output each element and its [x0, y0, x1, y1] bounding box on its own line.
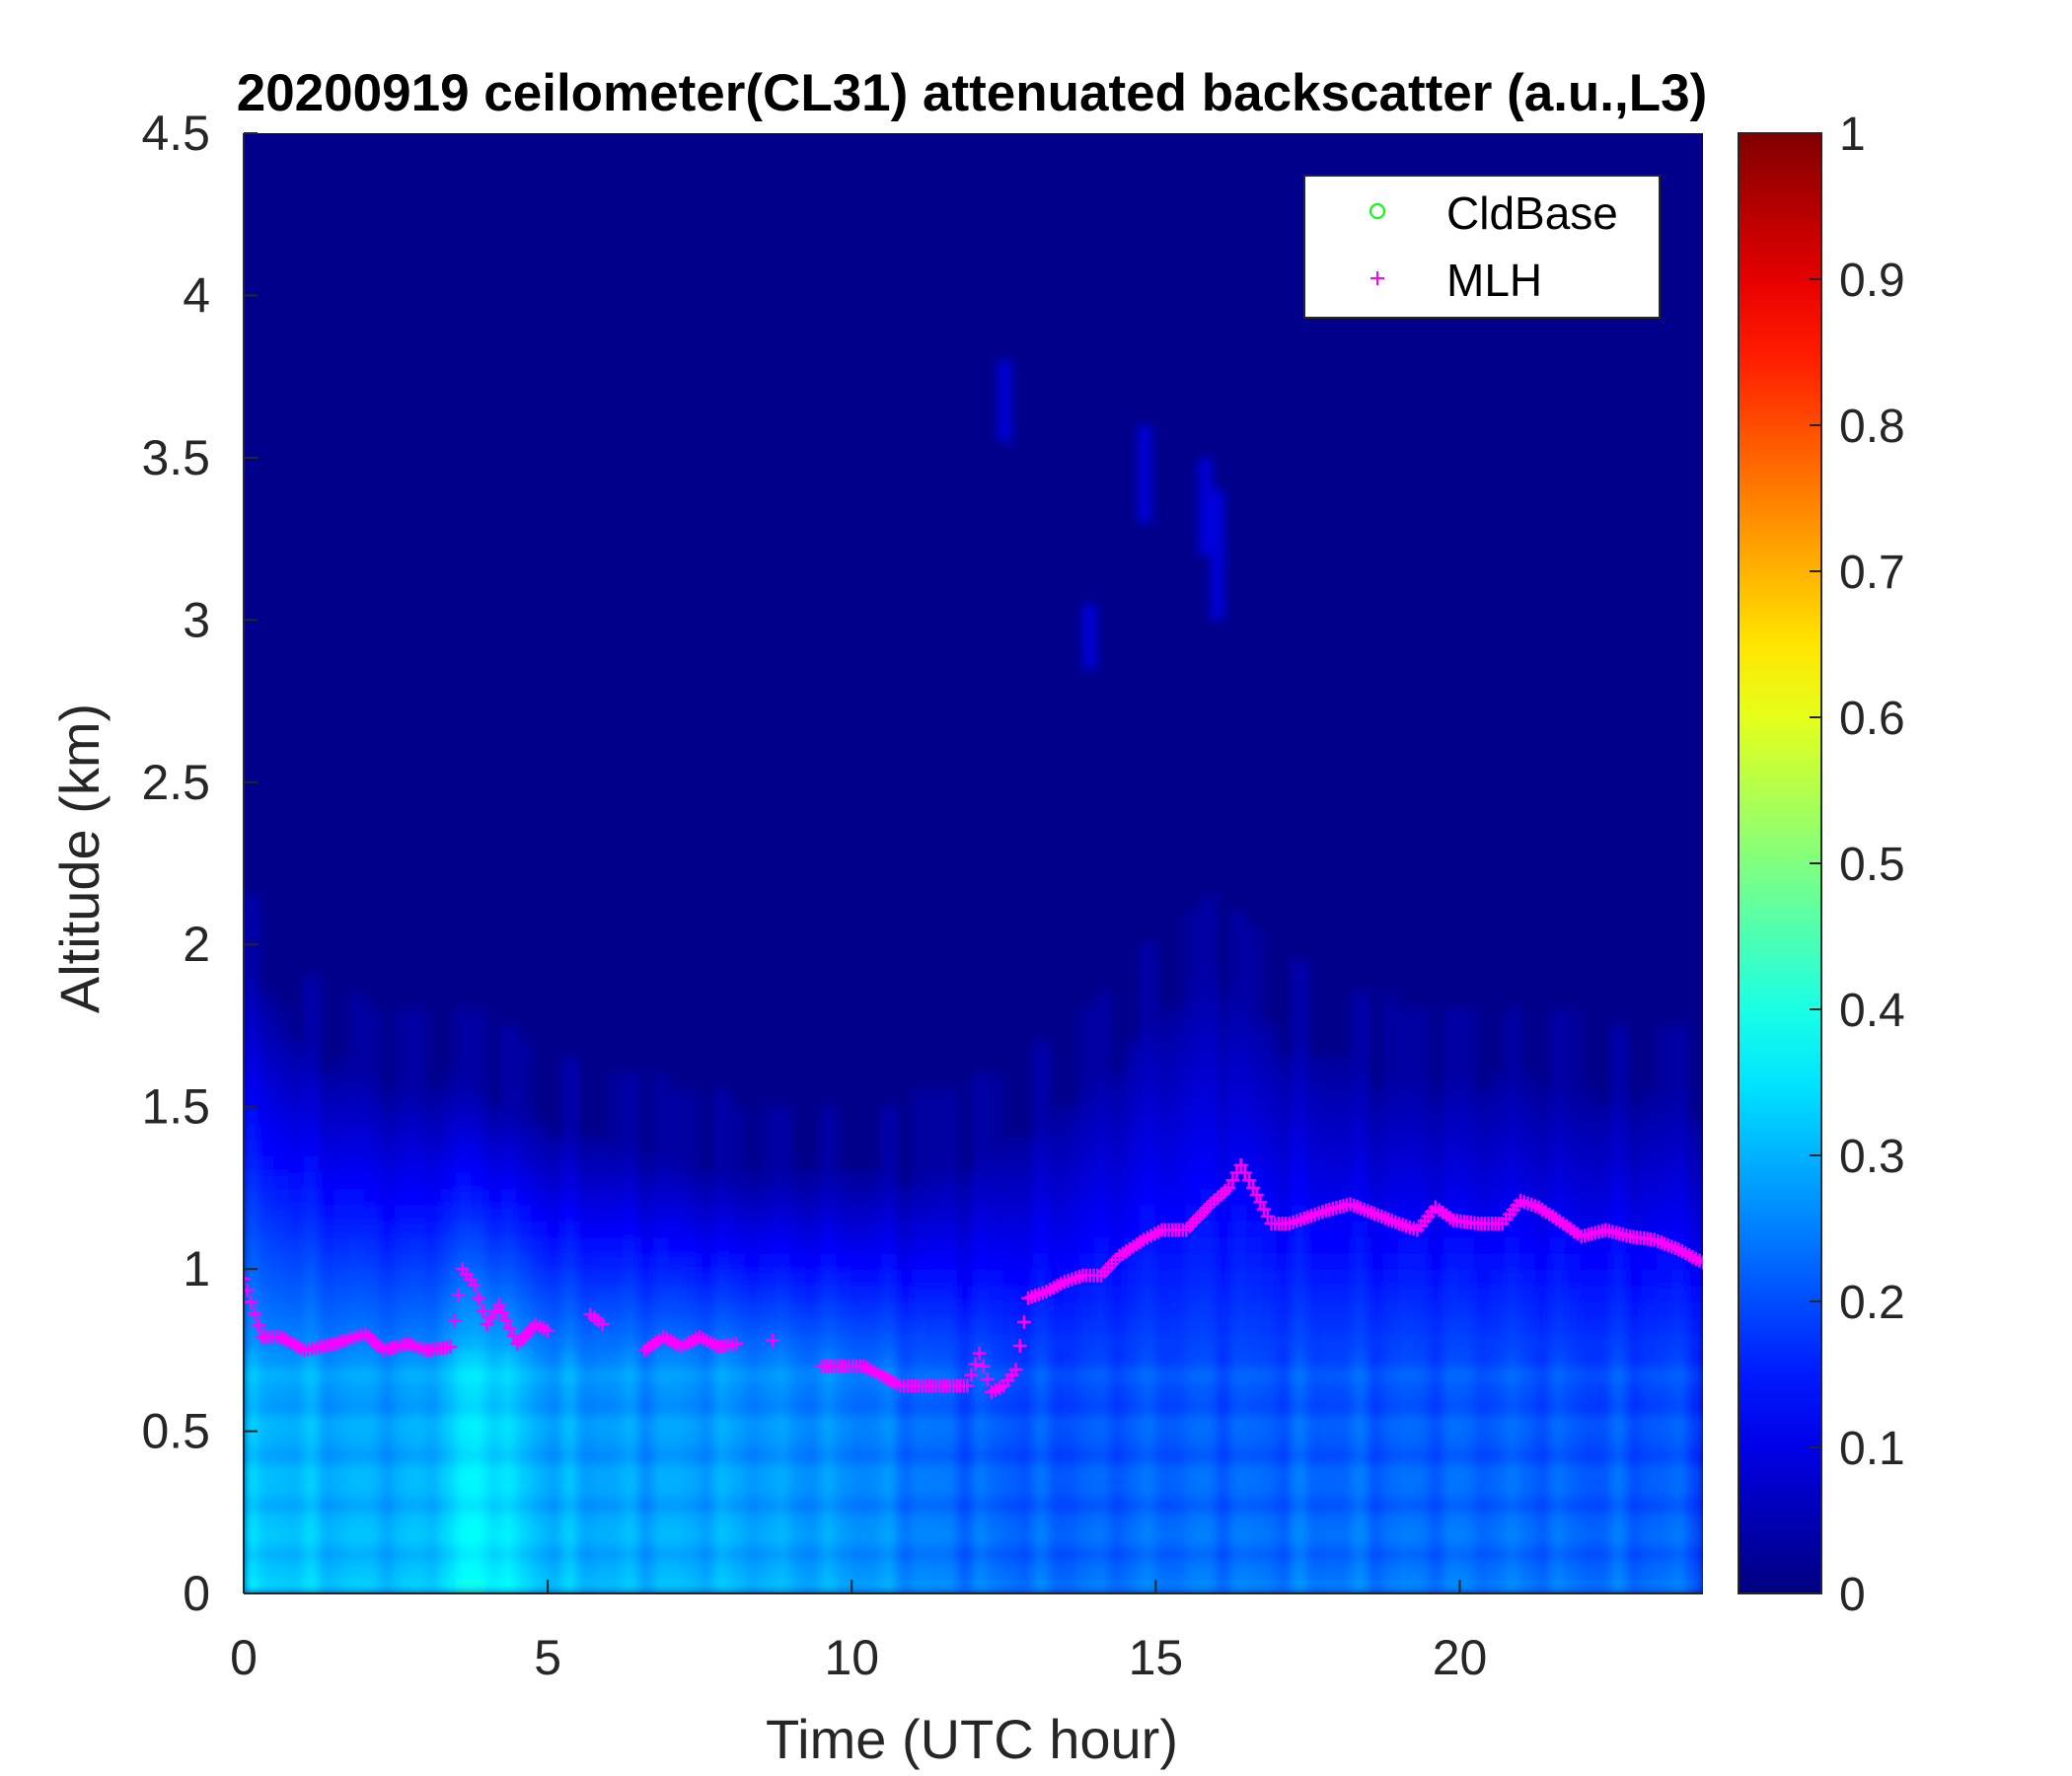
mlh-point: [541, 1323, 555, 1338]
mlh-point: [251, 1318, 265, 1333]
mlh-point: [244, 1271, 251, 1286]
legend-marker-circle: [1369, 203, 1385, 219]
colorbar-tick-label: 0.2: [1839, 1277, 1905, 1329]
legend-entry: CldBase: [1369, 187, 1618, 239]
colorbar-tick-label: 1: [1839, 109, 1866, 161]
mlh-point: [1233, 1157, 1248, 1172]
colorbar-gradient: [1738, 132, 1822, 1594]
y-tick-label: 1: [183, 1241, 210, 1296]
mlh-point: [244, 1295, 259, 1309]
mlh-point: [491, 1297, 506, 1312]
mlh-point: [964, 1368, 979, 1382]
mlh-point: [960, 1378, 975, 1393]
elevated-features: [998, 360, 1224, 669]
mlh-point: [1245, 1180, 1260, 1195]
x-tick-label: 10: [824, 1630, 879, 1685]
mlh-point: [729, 1336, 744, 1351]
mlh-point: [1253, 1195, 1268, 1210]
legend-entry: MLH: [1370, 255, 1542, 306]
legend: CldBase MLH: [1303, 175, 1661, 319]
mlh-point: [468, 1278, 482, 1293]
mlh-point: [980, 1371, 995, 1386]
y-tick-label: 3.5: [141, 430, 210, 485]
mlh-point: [1257, 1202, 1272, 1217]
chart-title: 20200919 ceilometer(CL31) attenuated bac…: [237, 64, 1708, 122]
mlh-point: [1008, 1363, 1023, 1377]
mlh-point: [1241, 1173, 1256, 1188]
mlh-point: [1225, 1173, 1240, 1188]
y-tick-label: 2: [183, 917, 210, 972]
mlh-point: [1696, 1255, 1703, 1270]
mlh-point: [968, 1357, 983, 1371]
mlh-point: [595, 1317, 610, 1332]
mlh-series: [244, 1157, 1703, 1400]
plot-area: [244, 133, 1703, 1593]
colorbar-tick-label: 0.4: [1839, 985, 1905, 1037]
x-axis-label: Time (UTC hour): [766, 1708, 1178, 1770]
x-axis: 0 5 10 15 20: [230, 1580, 1703, 1685]
y-axis-label: Altitude (km): [48, 703, 111, 1013]
mlh-point: [972, 1346, 987, 1361]
colorbar-tick-label: 0.5: [1839, 839, 1905, 891]
y-tick-label: 0.5: [141, 1404, 210, 1459]
colorbar: 0 0.1 0.2 0.3 0.4 0.5 0.6 0.7 0.8 0.9 1: [1738, 109, 1905, 1621]
x-tick-label: 20: [1433, 1630, 1488, 1685]
colorbar-tick-label: 0.6: [1839, 693, 1905, 745]
colorbar-tick-label: 0: [1839, 1569, 1866, 1621]
mlh-point: [443, 1340, 458, 1355]
mlh-point: [976, 1359, 991, 1373]
mlh-point: [1237, 1165, 1252, 1180]
mlh-point: [472, 1291, 486, 1305]
x-tick-label: 0: [230, 1630, 258, 1685]
legend-marker-plus: [1370, 271, 1384, 285]
y-tick-label: 1.5: [141, 1079, 210, 1135]
mlh-point: [248, 1306, 262, 1321]
colorbar-tick-label: 0.7: [1839, 547, 1905, 599]
mlh-point: [766, 1333, 780, 1348]
y-axis: 0 0.5 1 1.5 2 2.5 3 3.5 4 4.5: [141, 106, 258, 1621]
backscatter-heatmap: [244, 360, 1703, 1593]
mlh-point: [447, 1313, 462, 1328]
y-tick-label: 4: [183, 267, 210, 323]
mlh-point: [244, 1283, 255, 1297]
mlh-point: [451, 1288, 466, 1302]
mlh-point: [1260, 1209, 1275, 1223]
x-tick-label: 15: [1129, 1630, 1184, 1685]
mlh-point: [499, 1313, 514, 1328]
mlh-point: [1016, 1314, 1031, 1329]
mlh-point: [1012, 1338, 1027, 1353]
colorbar-tick-label: 0.1: [1839, 1423, 1905, 1475]
mlh-point: [495, 1305, 510, 1320]
colorbar-tick-label: 0.8: [1839, 401, 1905, 453]
heatmap-cells: [244, 894, 1703, 1593]
legend-box: [1303, 175, 1661, 319]
y-tick-label: 4.5: [141, 106, 210, 161]
mlh-point: [1692, 1253, 1703, 1268]
y-tick-label: 2.5: [141, 755, 210, 810]
y-tick-label: 0: [183, 1566, 210, 1621]
mlh-point: [1249, 1188, 1264, 1203]
legend-label: CldBase: [1446, 187, 1618, 239]
colorbar-tick-label: 0.3: [1839, 1131, 1905, 1183]
mlh-point: [476, 1303, 490, 1318]
x-tick-label: 5: [534, 1630, 561, 1685]
mlh-point: [502, 1320, 517, 1335]
colorbar-tick-label: 0.9: [1839, 255, 1905, 307]
legend-label: MLH: [1446, 255, 1542, 306]
mlh-point: [1221, 1180, 1236, 1195]
y-tick-label: 3: [183, 592, 210, 647]
